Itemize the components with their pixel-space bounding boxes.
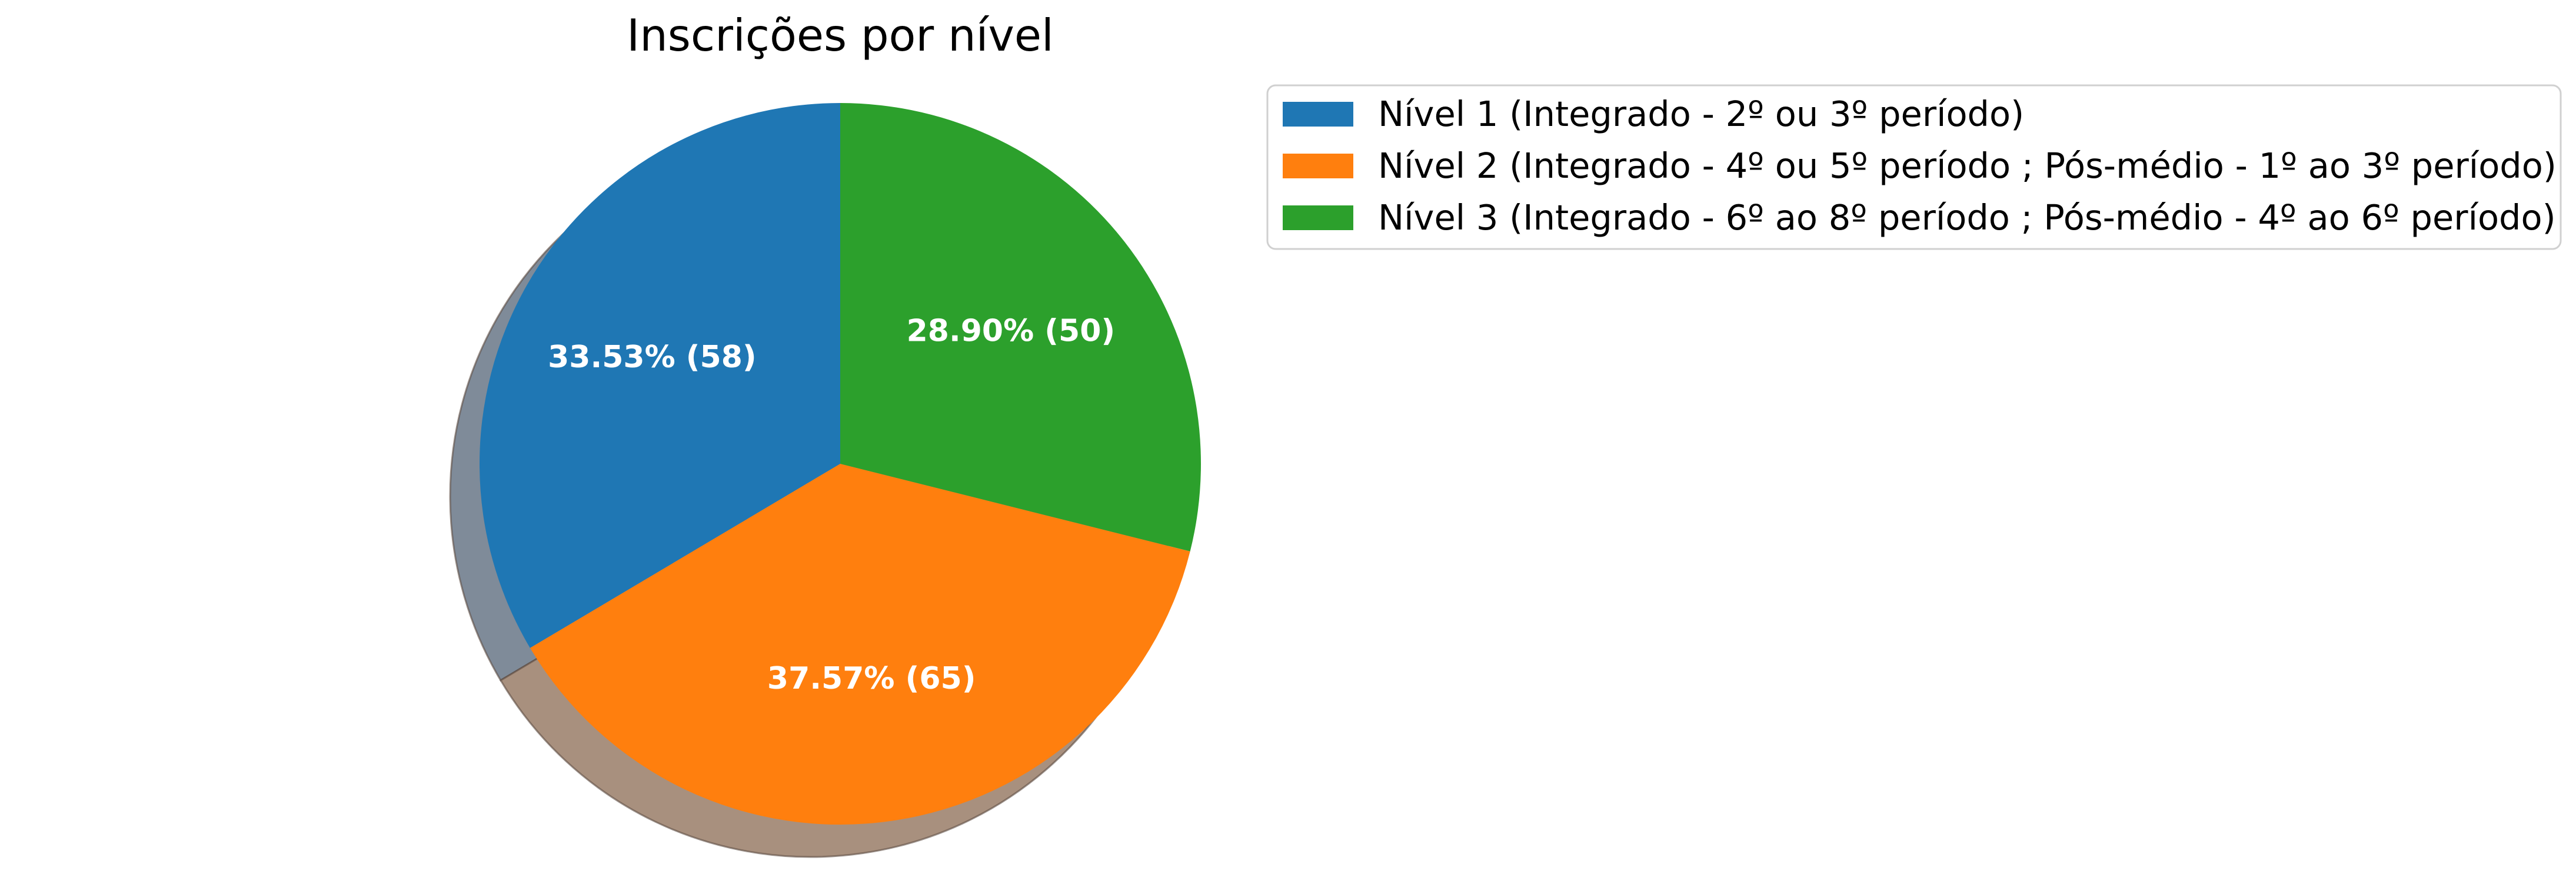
legend-frame (1266, 84, 2562, 250)
slice-labels: 33.53% (58) 37.57% (65) 28.90% (50) (548, 314, 1115, 696)
legend-label-1: Nível 1 (Integrado - 2º ou 3º período) (1378, 94, 2024, 134)
slice-3-value-label: 28.90% (50) (907, 314, 1116, 349)
slice-1-value-label: 33.53% (58) (548, 340, 757, 375)
legend-swatch-3 (1283, 205, 1353, 230)
legend-swatch-1 (1283, 102, 1353, 127)
pie-slices (480, 103, 1201, 825)
slice-2-value-label: 37.57% (65) (767, 661, 976, 696)
slice-3-wedge (840, 103, 1201, 552)
chart-title: Inscrições por nível (627, 9, 1054, 61)
legend-label-3: Nível 3 (Integrado - 6º ao 8º período ; … (1378, 197, 2556, 238)
legend-items: Nível 1 (Integrado - 2º ou 3º período) Ní… (1283, 94, 2557, 238)
legend-swatch-2 (1283, 154, 1353, 178)
legend-label-2: Nível 2 (Integrado - 4º ou 5º período ; … (1378, 145, 2557, 186)
slice-1-wedge (480, 103, 840, 648)
slice-2-wedge (530, 464, 1190, 825)
legend: Nível 1 (Integrado - 2º ou 3º período) Ní… (1266, 84, 2562, 250)
